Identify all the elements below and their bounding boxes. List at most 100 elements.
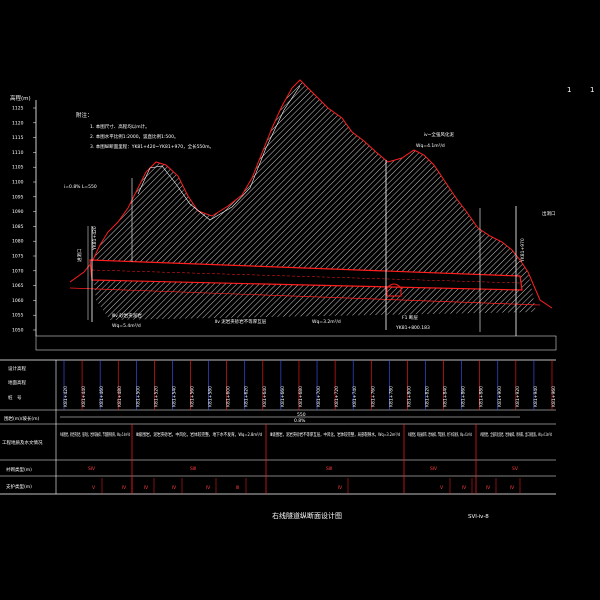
axis-tick-label: 1075 [12,254,24,260]
geology-left-label: Ⅲv 砂岩夹泥岩 [112,312,142,319]
station-label: K81+540 [171,386,177,407]
station-label: K81+800 [406,386,412,407]
station-label: K81+420 [63,386,69,407]
station-label: K81+760 [370,386,376,407]
station-label: K81+480 [117,386,123,407]
row-label-geology: 工程地质及水文情况 [2,439,43,446]
water-mid-label: Wq=3.2m³/d [312,319,341,325]
fault-station: YK81+800.183 [395,325,430,331]
station-label: K81+860 [461,386,467,407]
gradient-length: 550 [297,412,306,418]
ground-line [69,79,553,309]
support-cell: Ⅳ [144,485,149,491]
elevation-axis: 高程(m) 1125 1120 1115 1110 1105 1100 1095 1090 10… [10,94,37,336]
axis-tick-label: 1090 [12,209,24,215]
station-label: K81+580 [208,386,214,407]
support-cell: Ⅳ [122,485,127,491]
geology-cell-3: Ⅲ级围岩，泥岩夹砂岩不等厚互层，中风化，岩体较完整，局部裂隙水。Wq=3.2m³… [270,431,400,438]
portal-right: 出洞口 YK81+970 [515,206,556,336]
corner-mark-right: 1 [590,86,594,94]
fault-label: F1 断层 [402,314,418,321]
station-label: K81+680 [298,386,304,407]
notes-line-2: 2. 本图水平比例1:2000，竖直比例1:500。 [90,133,179,140]
row-label-design-elev: 设计高程 [8,365,26,372]
right-top-label: ⅳ~全强风化泥 [424,131,454,138]
axis-tick-label: 1115 [12,135,24,141]
slope-label: i=0.8% L=550 [64,184,97,190]
station-label: K81+880 [479,386,485,407]
geology-cell-5: Ⅴ级围岩，全强风化泥岩，岩体破碎，易坍塌，出口浅埋段。Wq=4.1m³/d [480,431,552,438]
portal-right-station: YK81+970 [520,238,526,263]
portal-left: 进洞口 YK81+420 [76,226,98,322]
water-left-label: Wq=5.4m³/d [112,323,141,329]
lining-cell-1: SⅣ [88,466,96,472]
axis-tick-label: 1060 [12,298,24,304]
terrain-mass [92,80,536,320]
notes-line-3: 3. 本图纵断面里程：YK81+420~YK81+970，全长550m。 [90,143,214,150]
portal-right-label: 出洞口 [542,210,556,217]
axis-tick-label: 1110 [12,150,24,156]
row-label-support: 支护类型(m) [6,483,32,490]
station-label: K81+520 [153,386,159,407]
axis-tick-label: 1080 [12,239,24,245]
lining-cell-4: SⅣ [430,466,438,472]
axis-tick-label: 1065 [12,283,24,289]
support-cell: Ⅳ [206,485,211,491]
tunnel-band [89,259,523,291]
station-label: K81+500 [135,386,141,407]
station-label: K81+820 [424,386,430,407]
axis-tick-label: 1125 [12,106,24,112]
support-cell: Ⅴ [440,485,444,491]
axis-tick-label: 1105 [12,165,24,171]
station-label: K81+640 [262,386,268,407]
station-label: K81+720 [334,386,340,407]
support-cell: Ⅴ [92,485,96,491]
drawing-number: SVI-ⅳ-8 [468,514,489,520]
support-cell: Ⅲ [236,485,239,491]
support-cell: Ⅳ [462,485,467,491]
notes-heading: 附注： [76,111,93,119]
row-label-ground-elev: 地面高程 [8,379,26,386]
station-label: K81+900 [497,386,503,407]
axis-label: 高程(m) [10,94,31,102]
row-label-gradient: 围岩(m)/坡长(m) [4,415,40,422]
axis-tick-label: 1070 [12,268,24,274]
axis-tick-label: 1050 [12,328,24,334]
geology-cell-1: Ⅳ级围岩，砂岩夹泥岩，强风化，岩体较破碎，节理裂隙发育。Wq=5.4m³/d [60,431,130,438]
support-cell: Ⅳ [486,485,491,491]
support-cell: Ⅳ [172,485,177,491]
notes-block: 附注： 1. 本图尺寸、高程均以m计。 2. 本图水平比例1:2000，竖直比例… [76,111,214,150]
axis-tick-label: 1085 [12,224,24,230]
axis-tick-label: 1095 [12,194,24,200]
station-label: K81+440 [81,386,87,407]
notes-line-1: 1. 本图尺寸、高程均以m计。 [90,123,150,130]
support-cell: Ⅳ [510,485,515,491]
drawing-title: 右线隧道纵断面设计图 [272,511,342,520]
station-label: K81+940 [533,386,539,407]
lining-cell-2: SⅢ [190,466,196,472]
portal-left-station: YK81+420 [92,226,98,251]
station-label: K81+700 [316,386,322,407]
right-top-sub: Wq=4.1m³/d [416,143,445,149]
station-label: K81+780 [388,386,394,407]
gradient-value: 0.8% [294,418,306,424]
axis-tick-label: 1100 [12,180,24,186]
station-label: K81+960 [551,386,557,407]
profile-table: 设计高程 地面高程 桩 号 围岩(m)/坡长(m) 工程地质及水文情况 衬砌类型… [0,359,557,495]
corner-mark-left: 1 [567,86,571,94]
station-label: K81+620 [244,386,250,407]
geology-cell-4: Ⅳ级围岩，断层破碎带，岩体破碎，节理发育，地下水较发育。Wq=4.1m³/d [408,431,472,438]
station-label: K81+740 [352,386,358,407]
geology-cell-2: Ⅲ级围岩，泥岩夹砂岩，中风化，岩体较完整，地下水不发育。Wq=2.8m³/d [136,431,262,438]
axis-tick-label: 1055 [12,313,24,319]
support-cell: Ⅳ [338,485,343,491]
lining-cell-5: SⅤ [512,466,519,472]
station-label: K81+660 [280,386,286,407]
geology-mid-label: Ⅱv 泥岩夹砂岩不等厚互层 [215,318,267,325]
station-label: K81+460 [99,386,105,407]
station-label: K81+560 [190,386,196,407]
station-label: K81+840 [443,386,449,407]
row-label-station: 桩 号 [8,394,22,401]
lining-cell-3: SⅢ [326,466,332,472]
